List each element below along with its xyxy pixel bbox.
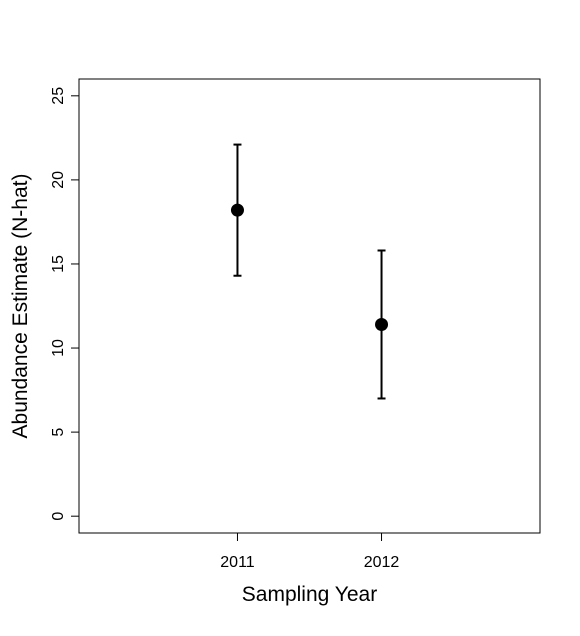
x-axis-title: Sampling Year — [242, 583, 377, 606]
x-tick-label: 2012 — [364, 554, 400, 571]
x-tick-label: 2011 — [220, 554, 255, 571]
y-tick-label: 25 — [50, 87, 67, 105]
y-tick-label: 20 — [50, 171, 67, 189]
y-tick-label: 5 — [50, 428, 67, 437]
error-bars — [233, 143, 386, 400]
y-axis-title: Abundance Estimate (N-hat) — [9, 174, 32, 439]
data-point-2012 — [375, 317, 389, 331]
x-axis: 2011 2012 — [220, 533, 399, 571]
data-point-2011 — [230, 203, 244, 217]
y-tick-label: 0 — [50, 512, 67, 521]
y-tick-label: 15 — [50, 255, 67, 273]
data-points — [230, 203, 389, 331]
y-tick-label: 10 — [50, 339, 67, 357]
plot-frame — [78, 78, 541, 534]
y-axis: 0 5 10 15 20 25 — [50, 87, 79, 521]
